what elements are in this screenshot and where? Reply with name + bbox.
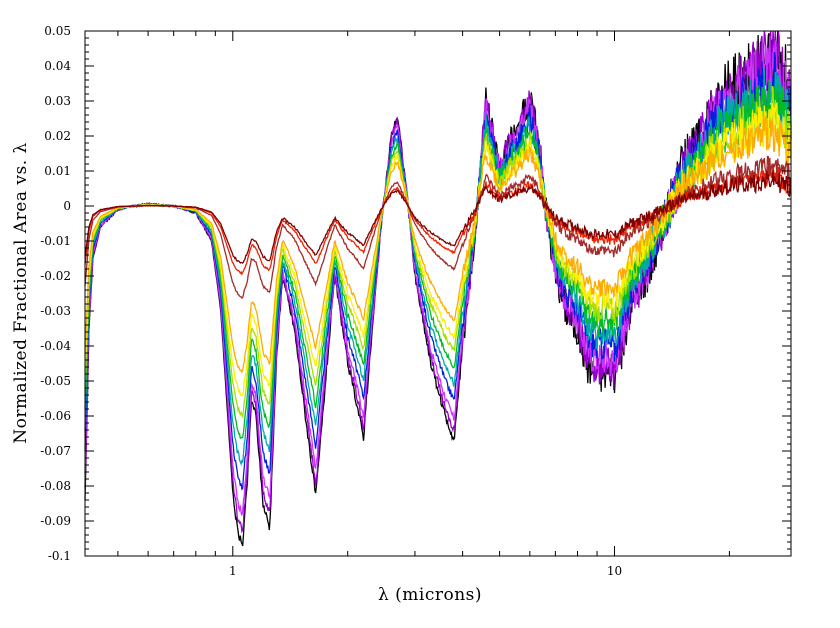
y-tick-label: 0.02 <box>44 129 71 143</box>
spectrum-series-line <box>84 101 792 397</box>
y-tick-label: -0.03 <box>40 304 71 318</box>
y-tick-label: -0.06 <box>40 409 71 423</box>
spectrum-series-line <box>84 30 792 534</box>
spectrum-series-line <box>84 85 792 418</box>
y-tick-label: -0.07 <box>40 444 71 458</box>
spectrum-series-line <box>84 52 792 491</box>
series-layer <box>84 30 792 547</box>
spectrum-series-line <box>84 30 792 547</box>
y-tick-label: -0.02 <box>40 269 71 283</box>
y-tick-label: 0.04 <box>44 59 71 73</box>
y-tick-label: -0.05 <box>40 374 71 388</box>
x-tick-label: 10 <box>607 564 622 578</box>
y-tick-label: -0.1 <box>48 549 71 563</box>
y-tick-label: -0.09 <box>40 514 71 528</box>
spectrum-series-line <box>84 166 792 276</box>
y-tick-label: 0.01 <box>44 164 71 178</box>
y-axis-title: Normalized Fractional Area vs. λ <box>11 142 31 444</box>
y-tick-label: -0.08 <box>40 479 71 493</box>
spectrum-series-line <box>84 169 792 265</box>
y-tick-label: 0 <box>63 199 71 213</box>
spectrum-series-line <box>84 155 792 300</box>
ticks-layer: 0.05 0.04 0.03 0.02 0.01 0 -0.01 -0.02 -0.03 -0.0… <box>40 24 791 578</box>
plot-frame <box>84 30 792 557</box>
y-tick-label: -0.04 <box>40 339 71 353</box>
y-tick-label: 0.05 <box>44 24 71 38</box>
spectrum-series-line <box>84 68 792 467</box>
x-axis-title: λ (microns) <box>378 585 482 605</box>
y-tick-label: 0.03 <box>44 94 71 108</box>
x-tick-label: 1 <box>229 564 237 578</box>
y-tick-label: -0.01 <box>40 234 71 248</box>
spectrum-series-line <box>84 35 792 516</box>
